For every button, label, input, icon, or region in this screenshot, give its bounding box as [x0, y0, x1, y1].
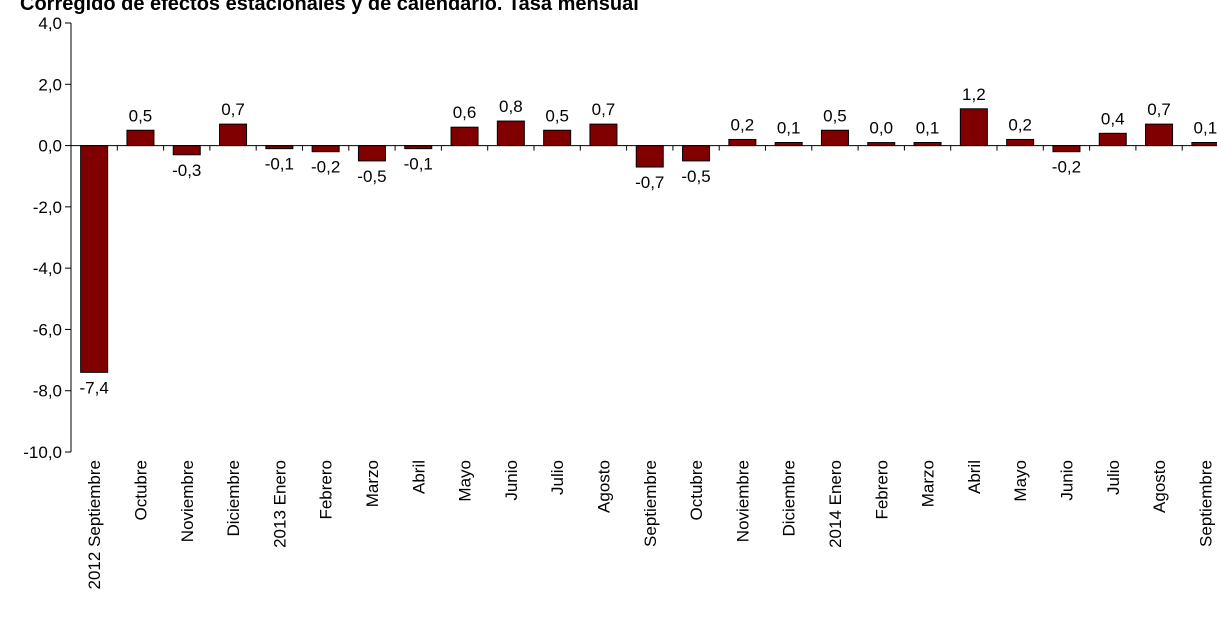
- x-axis: [70, 145, 1217, 151]
- data-label: 0,6: [453, 103, 477, 122]
- x-tick-label: Noviembre: [178, 460, 197, 542]
- bar: [1098, 132, 1127, 147]
- data-label: 0,2: [1008, 115, 1032, 134]
- bar: [682, 145, 711, 162]
- data-label: 0,8: [499, 97, 523, 116]
- data-label: -0,5: [357, 167, 386, 186]
- data-label: -7,4: [80, 378, 109, 397]
- bar: [311, 145, 340, 153]
- data-label: -0,1: [265, 155, 294, 174]
- x-tick-labels: 2012 Septiembre Octubre Noviembre Diciembre…: [85, 460, 1215, 589]
- data-label: 0,2: [731, 115, 755, 134]
- bar: [543, 129, 572, 147]
- x-tick-label: Junio: [1057, 460, 1076, 501]
- data-labels: -7,4 0,5 -0,3 0,7 -0,1 -0,2 -0,5 -0,1 0,6 0,8 0,5 0…: [80, 85, 1217, 398]
- x-tick-label: Agosto: [1150, 460, 1169, 513]
- data-label: 0,7: [221, 100, 245, 119]
- data-label: -0,3: [172, 161, 201, 180]
- bar: [1006, 138, 1035, 147]
- data-label: -0,7: [635, 173, 664, 192]
- data-label: 0,1: [916, 119, 940, 138]
- y-tick-label: -6,0: [33, 320, 62, 339]
- data-label: 0,1: [1194, 119, 1217, 138]
- bar: [126, 129, 155, 147]
- y-tick-label: -10,0: [23, 443, 62, 462]
- x-tick-label: Septiembre: [1196, 460, 1215, 547]
- data-label: 0,5: [129, 106, 153, 125]
- x-tick-label: 2012 Septiembre: [85, 460, 104, 589]
- y-tick-label: -4,0: [33, 259, 62, 278]
- y-tick-label: -2,0: [33, 198, 62, 217]
- x-tick-label: Diciembre: [224, 460, 243, 537]
- bar: [172, 145, 201, 156]
- x-tick-label: Marzo: [919, 460, 938, 507]
- x-tick-label: Febrero: [317, 460, 336, 520]
- data-label: -0,5: [681, 167, 710, 186]
- data-label: 0,5: [823, 106, 847, 125]
- data-label: 0,5: [545, 106, 569, 125]
- x-tick-label: Noviembre: [733, 460, 752, 542]
- x-tick-label: Mayo: [1011, 460, 1030, 502]
- x-tick-label: Febrero: [872, 460, 891, 520]
- chart-title: Corregido de efectos estacionales y de c…: [20, 0, 639, 15]
- x-tick-label: Septiembre: [641, 460, 660, 547]
- bar: [959, 108, 988, 147]
- y-tick-label: -8,0: [33, 382, 62, 401]
- x-tick-label: Abril: [409, 460, 428, 494]
- x-tick-label: Junio: [502, 460, 521, 501]
- y-axis: 4,0 2,0 0,0 -2,0 -4,0 -6,0 -8,0 -10,0: [23, 14, 72, 462]
- bar: [357, 145, 386, 162]
- y-tick-label: 4,0: [38, 14, 62, 33]
- data-label: 0,7: [1147, 100, 1171, 119]
- x-tick-label: Abril: [965, 460, 984, 494]
- x-tick-label: Julio: [548, 460, 567, 495]
- x-tick-label: Agosto: [594, 460, 613, 513]
- bar: [728, 138, 757, 147]
- bar: [80, 145, 109, 373]
- data-label: -0,2: [1052, 158, 1081, 177]
- y-tick-label: 2,0: [38, 75, 62, 94]
- bar: [1145, 123, 1174, 147]
- x-tick-label: Mayo: [456, 460, 475, 502]
- data-label: 0,0: [869, 119, 893, 138]
- bar: [820, 129, 849, 147]
- bar: [450, 126, 479, 147]
- bar: [496, 120, 525, 147]
- x-tick-label: Octubre: [131, 460, 150, 520]
- data-label: -0,1: [404, 155, 433, 174]
- y-tick-label: 0,0: [38, 137, 62, 156]
- x-tick-label: Marzo: [363, 460, 382, 507]
- data-label: 0,1: [777, 119, 801, 138]
- bar: [1052, 145, 1081, 153]
- x-tick-label: 2013 Enero: [270, 460, 289, 548]
- data-label: 1,2: [962, 85, 986, 104]
- x-tick-label: Diciembre: [780, 460, 799, 537]
- bars: [80, 108, 1217, 373]
- bar: [589, 123, 618, 147]
- x-tick-label: 2014 Enero: [826, 460, 845, 548]
- data-label: 0,4: [1101, 109, 1125, 128]
- x-tick-label: Octubre: [687, 460, 706, 520]
- bar: [635, 145, 664, 168]
- x-tick-label: Julio: [1104, 460, 1123, 495]
- data-label: 0,7: [592, 100, 616, 119]
- data-label: -0,2: [311, 158, 340, 177]
- bar: [219, 123, 248, 147]
